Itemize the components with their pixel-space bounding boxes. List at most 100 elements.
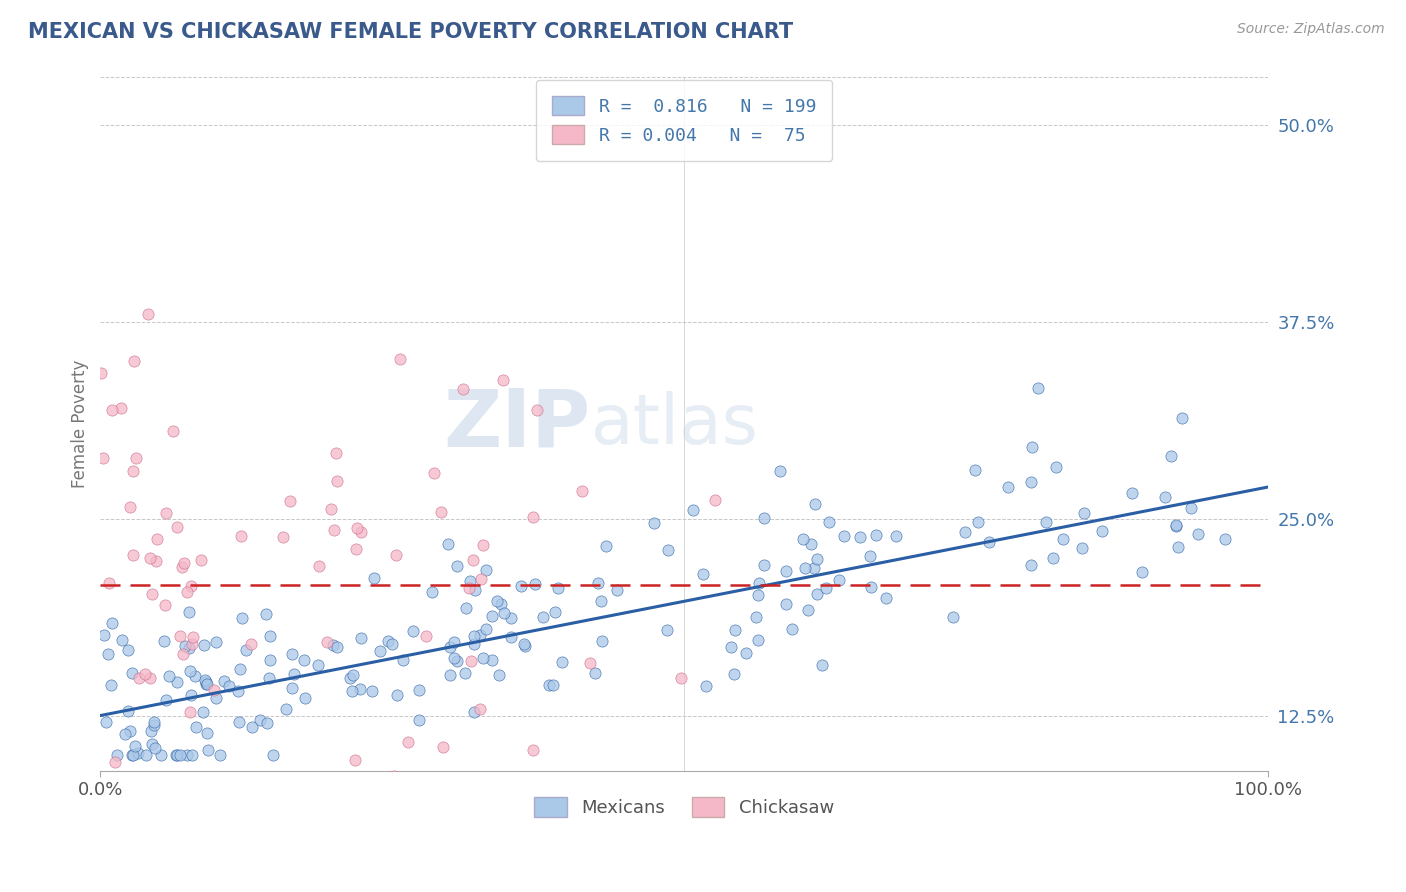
Point xyxy=(259,629,281,643)
Point xyxy=(720,640,742,654)
Point xyxy=(439,640,461,654)
Point xyxy=(349,681,371,696)
Point xyxy=(860,580,883,594)
Point xyxy=(747,588,769,602)
Point xyxy=(138,307,160,321)
Point xyxy=(724,623,747,637)
Point xyxy=(745,610,768,624)
Point xyxy=(141,737,163,751)
Point xyxy=(176,747,198,762)
Point xyxy=(803,560,825,574)
Point xyxy=(501,611,523,625)
Point xyxy=(194,673,217,687)
Point xyxy=(486,594,509,608)
Point xyxy=(202,682,225,697)
Point xyxy=(121,549,143,563)
Point xyxy=(859,549,882,563)
Point xyxy=(595,540,617,554)
Point xyxy=(319,501,342,516)
Point xyxy=(481,653,503,667)
Point xyxy=(263,747,285,762)
Point xyxy=(1171,411,1194,425)
Point xyxy=(752,511,775,525)
Point xyxy=(181,637,204,651)
Point xyxy=(657,543,679,558)
Point xyxy=(139,551,162,566)
Point xyxy=(643,516,665,530)
Point xyxy=(249,713,271,727)
Text: atlas: atlas xyxy=(591,391,758,458)
Point xyxy=(142,714,165,729)
Point xyxy=(544,605,567,619)
Point xyxy=(256,607,278,622)
Point xyxy=(322,524,344,538)
Point xyxy=(153,598,176,612)
Point xyxy=(828,573,851,587)
Point xyxy=(231,529,253,543)
Point xyxy=(1071,541,1094,555)
Point xyxy=(136,827,159,841)
Point xyxy=(492,373,515,387)
Point xyxy=(326,475,349,489)
Point xyxy=(181,630,204,644)
Point xyxy=(806,587,828,601)
Point xyxy=(165,747,187,762)
Point xyxy=(460,654,482,668)
Point xyxy=(769,464,792,478)
Point xyxy=(231,610,253,624)
Point xyxy=(166,675,188,690)
Point xyxy=(1021,475,1043,489)
Point xyxy=(172,648,194,662)
Point xyxy=(166,747,188,762)
Point xyxy=(98,576,121,591)
Point xyxy=(280,648,302,662)
Point xyxy=(551,656,574,670)
Point xyxy=(457,581,479,595)
Point xyxy=(157,669,180,683)
Point xyxy=(446,558,468,573)
Point xyxy=(120,500,142,514)
Point xyxy=(308,559,330,574)
Point xyxy=(343,753,366,767)
Point xyxy=(180,579,202,593)
Point xyxy=(382,769,405,783)
Point xyxy=(1035,515,1057,529)
Point xyxy=(463,629,485,643)
Point xyxy=(191,705,214,719)
Point xyxy=(531,610,554,624)
Point xyxy=(997,480,1019,494)
Point xyxy=(1130,565,1153,579)
Point xyxy=(143,741,166,756)
Point xyxy=(240,636,263,650)
Point xyxy=(723,667,745,681)
Point xyxy=(128,671,150,685)
Point xyxy=(832,528,855,542)
Point xyxy=(205,635,228,649)
Point xyxy=(443,635,465,649)
Point xyxy=(325,446,347,460)
Point xyxy=(100,615,122,630)
Point xyxy=(259,671,281,685)
Point xyxy=(1180,500,1202,515)
Point xyxy=(322,638,344,652)
Point xyxy=(101,402,124,417)
Point xyxy=(481,608,503,623)
Point xyxy=(747,633,769,648)
Point xyxy=(501,630,523,644)
Point xyxy=(346,521,368,535)
Point xyxy=(205,691,228,706)
Point xyxy=(179,665,201,679)
Point xyxy=(1166,518,1188,533)
Point xyxy=(127,746,149,760)
Point xyxy=(804,498,827,512)
Point xyxy=(454,665,477,680)
Point xyxy=(100,678,122,692)
Point xyxy=(173,639,195,653)
Point xyxy=(134,667,156,681)
Point xyxy=(97,647,120,661)
Text: MEXICAN VS CHICKASAW FEMALE POVERTY CORRELATION CHART: MEXICAN VS CHICKASAW FEMALE POVERTY CORR… xyxy=(28,22,793,42)
Point xyxy=(180,689,202,703)
Point xyxy=(977,535,1000,549)
Point xyxy=(240,720,263,734)
Point xyxy=(420,585,443,599)
